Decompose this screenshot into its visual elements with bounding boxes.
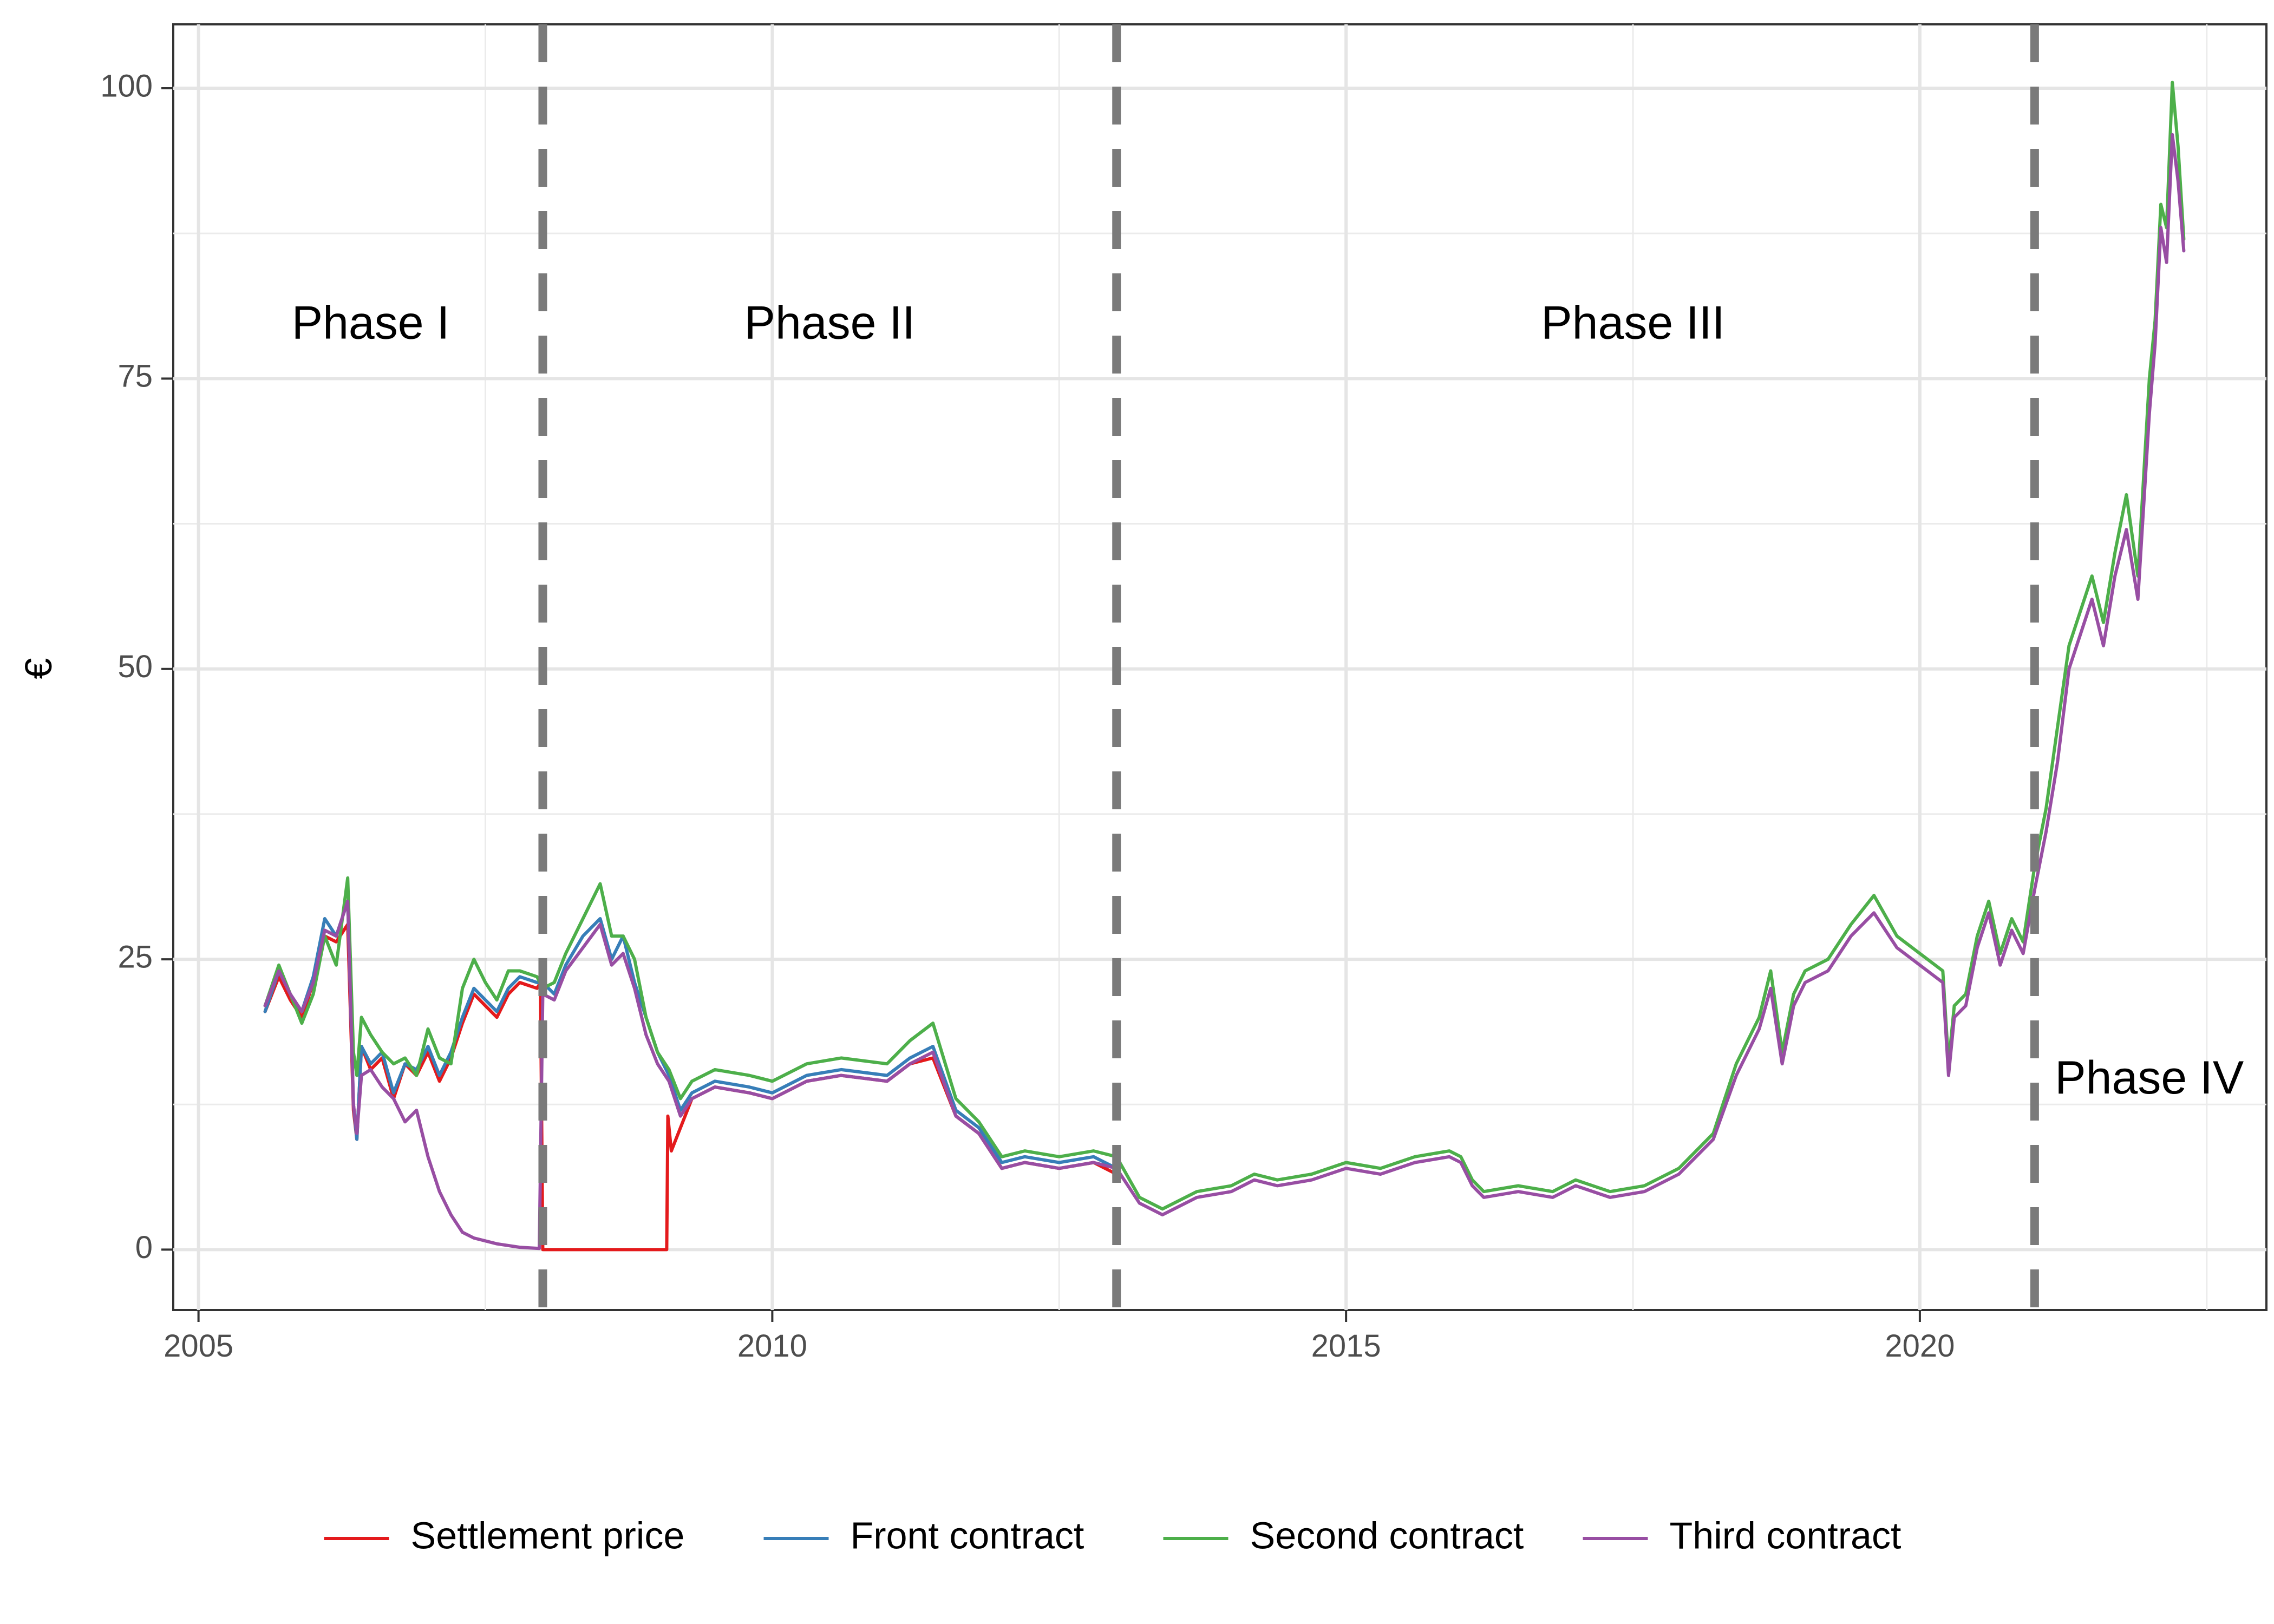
- x-tick-label: 2020: [1885, 1328, 1955, 1364]
- y-tick-label: 100: [100, 68, 153, 103]
- x-tick-label: 2005: [164, 1328, 233, 1364]
- y-tick-label: 50: [117, 649, 153, 684]
- phase-label-1: Phase II: [744, 297, 916, 349]
- legend: Settlement price Front contract Second con…: [324, 1514, 1901, 1556]
- legend-label-0: Settlement price: [411, 1514, 685, 1556]
- phase-label-0: Phase I: [292, 297, 450, 349]
- legend-label-2: Second contract: [1250, 1514, 1524, 1556]
- phase-label-3: Phase IV: [2055, 1052, 2244, 1104]
- series-line-3: [263, 133, 2186, 1250]
- major-grid: [173, 24, 2266, 1310]
- phase-boundary-lines: [538, 24, 2039, 1310]
- series-line-2: [263, 81, 2186, 1211]
- x-tick-label: 2010: [737, 1328, 807, 1364]
- x-axis: 2005 2010 2015 2020: [164, 1310, 1955, 1364]
- series-layer: [263, 81, 2186, 1252]
- phase-label-2: Phase III: [1541, 297, 1724, 349]
- phase-labels: Phase I Phase II Phase III Phase IV: [292, 297, 2244, 1104]
- legend-label-1: Front contract: [851, 1514, 1084, 1556]
- plot-panel-border: [172, 23, 2268, 1311]
- x-tick-label: 2015: [1311, 1328, 1381, 1364]
- y-tick-label: 0: [135, 1230, 153, 1265]
- legend-label-3: Third contract: [1670, 1514, 1901, 1556]
- y-tick-label: 25: [117, 939, 153, 974]
- minor-grid: [173, 24, 2266, 1310]
- y-axis-title: €: [17, 658, 60, 679]
- y-tick-label: 75: [117, 359, 153, 394]
- y-axis: 0 25 50 75 100: [100, 68, 173, 1265]
